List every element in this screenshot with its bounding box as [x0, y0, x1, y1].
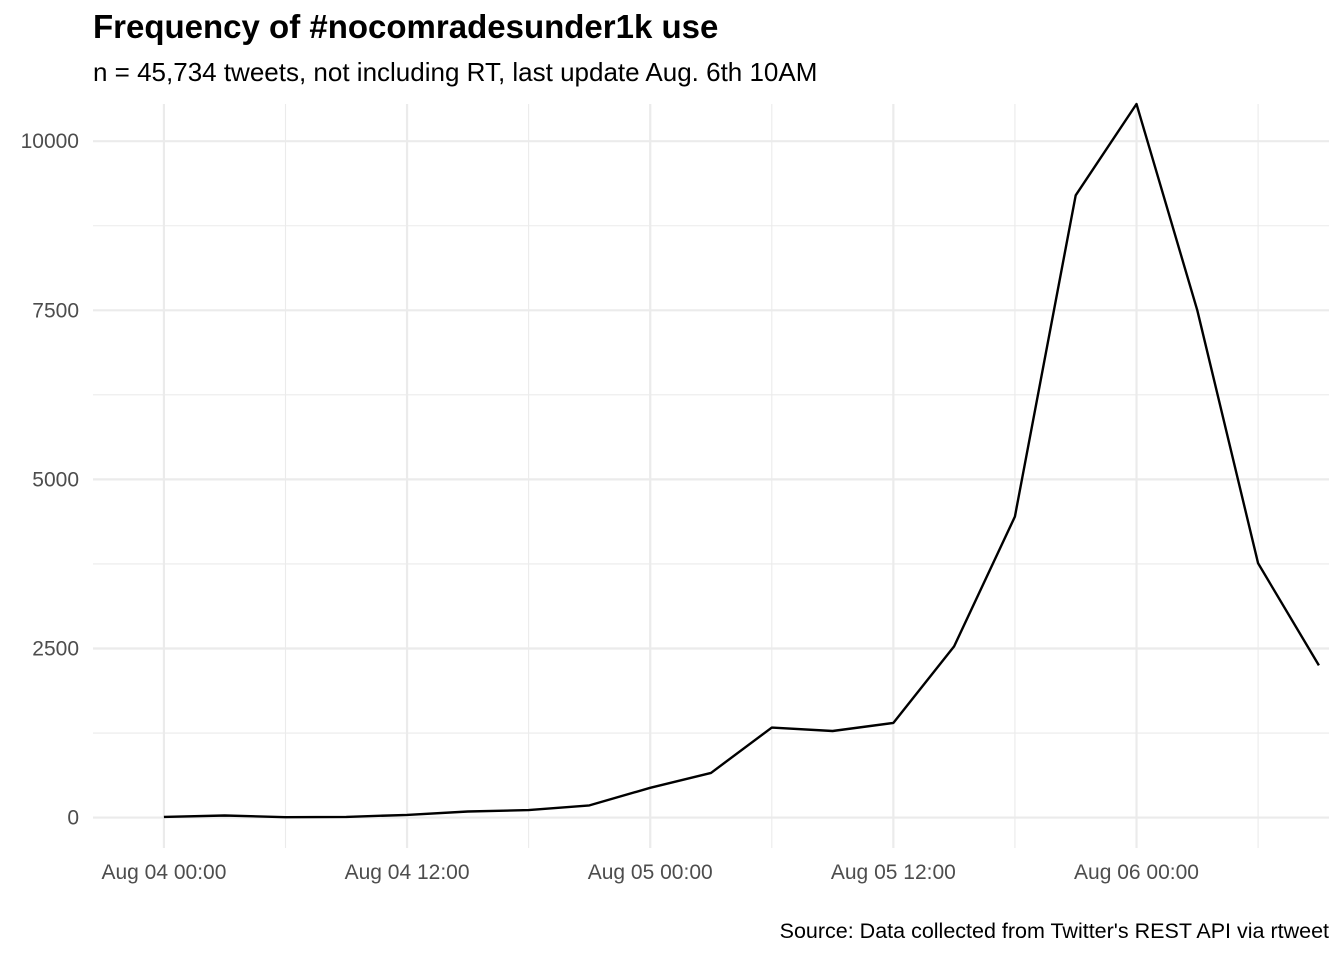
chart-subtitle: n = 45,734 tweets, not including RT, las…: [93, 57, 818, 87]
minor-gridlines: [93, 104, 1329, 848]
series-line: [163, 102, 1320, 819]
chart-title: Frequency of #nocomradesunder1k use: [93, 8, 719, 45]
chart-caption: Source: Data collected from Twitter's RE…: [779, 919, 1329, 943]
x-axis-tick-labels: Aug 04 00:00 Aug 04 12:00 Aug 05 00:00 Aug …: [101, 861, 1199, 884]
x-tick-label: Aug 04 12:00: [345, 861, 470, 884]
x-tick-label: Aug 05 12:00: [831, 861, 956, 884]
y-axis-tick-labels: 0 2500 5000 7500 10000: [21, 130, 79, 829]
x-tick-label: Aug 05 00:00: [588, 861, 713, 884]
y-tick-label: 7500: [32, 299, 79, 322]
y-tick-label: 10000: [21, 130, 79, 153]
y-tick-label: 2500: [32, 637, 79, 660]
x-tick-label: Aug 06 00:00: [1074, 861, 1199, 884]
series-layer: [163, 102, 1320, 819]
y-tick-label: 5000: [32, 468, 79, 491]
x-tick-label: Aug 04 00:00: [101, 861, 226, 884]
major-gridlines: [93, 104, 1329, 848]
y-tick-label: 0: [67, 807, 79, 830]
